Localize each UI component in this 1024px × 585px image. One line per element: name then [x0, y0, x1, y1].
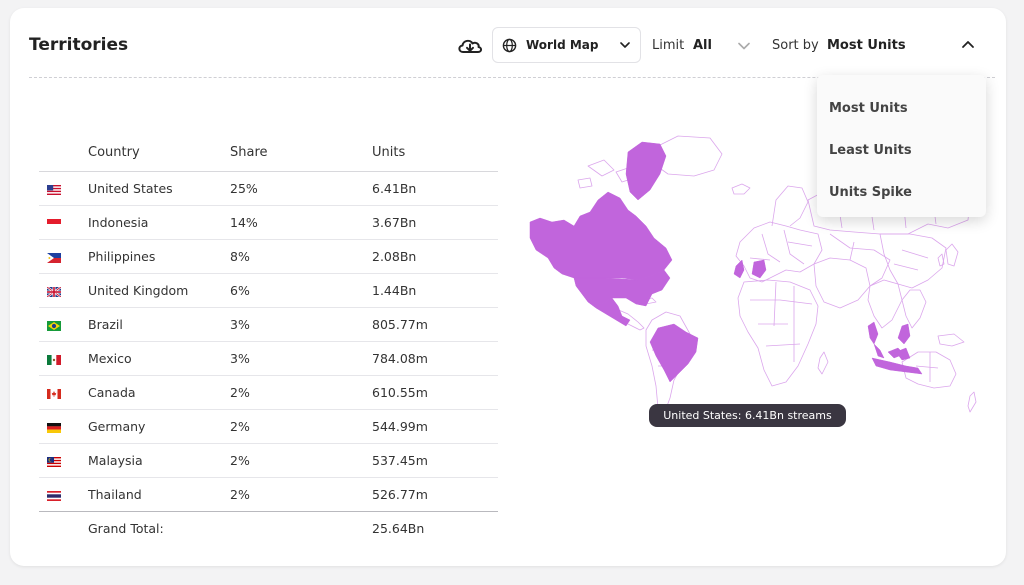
sort-option-least-units[interactable]: Least Units	[829, 143, 912, 158]
table-row: Thailand 2% 526.77m	[39, 477, 498, 512]
ph-flag-icon	[47, 252, 61, 263]
country-cell: Brazil	[87, 307, 229, 342]
id-flag-icon	[47, 218, 61, 229]
units-cell: 537.45m	[371, 443, 498, 478]
table-row: United States 25% 6.41Bn	[39, 171, 498, 206]
de-flag-icon	[47, 422, 61, 433]
table-row: Canada 2% 610.55m	[39, 375, 498, 410]
panel-title: Territories	[29, 35, 129, 55]
country-cell: Germany	[87, 409, 229, 444]
country-cell: Thailand	[87, 477, 229, 512]
view-select-label: World Map	[526, 38, 599, 52]
ca-flag-icon	[47, 388, 61, 399]
sort-select[interactable]: Most Units	[827, 38, 906, 53]
units-cell: 2.08Bn	[371, 239, 498, 274]
share-cell: 3%	[229, 341, 371, 376]
share-cell: 2%	[229, 443, 371, 478]
country-cell: United Kingdom	[87, 273, 229, 308]
units-cell: 610.55m	[371, 375, 498, 410]
units-cell: 784.08m	[371, 341, 498, 376]
share-cell: 2%	[229, 375, 371, 410]
units-column-header: Units	[371, 134, 498, 172]
territories-table: Country Share Units United States 25% 6.…	[39, 134, 498, 544]
grand-total-row: Grand Total: 25.64Bn	[39, 512, 498, 545]
gb-flag-icon	[47, 286, 61, 297]
share-cell: 6%	[229, 273, 371, 308]
us-flag-icon	[47, 184, 61, 195]
territories-card: Territories World Map Limit All Sort by …	[10, 8, 1006, 566]
table-row: Germany 2% 544.99m	[39, 409, 498, 444]
world-map-highlights	[529, 141, 923, 383]
units-cell: 805.77m	[371, 307, 498, 342]
units-cell: 3.67Bn	[371, 205, 498, 240]
world-map[interactable]	[518, 130, 978, 422]
view-select[interactable]: World Map	[492, 27, 641, 63]
table-header-row: Country Share Units	[39, 134, 498, 172]
table-row: Philippines 8% 2.08Bn	[39, 239, 498, 274]
table-row: Indonesia 14% 3.67Bn	[39, 205, 498, 240]
flag-column-header	[39, 134, 87, 172]
table-row: Mexico 3% 784.08m	[39, 341, 498, 376]
chevron-up-icon[interactable]	[961, 40, 975, 49]
share-cell: 14%	[229, 205, 371, 240]
map-greenland	[625, 141, 667, 201]
grand-total-units: 25.64Bn	[372, 520, 425, 536]
my-flag-icon	[47, 456, 61, 467]
table-row: Brazil 3% 805.77m	[39, 307, 498, 342]
share-cell: 3%	[229, 307, 371, 342]
share-cell: 8%	[229, 239, 371, 274]
map-indonesia	[871, 347, 923, 375]
limit-label: Limit	[652, 38, 685, 53]
sort-option-most-units[interactable]: Most Units	[829, 101, 908, 116]
mx-flag-icon	[47, 354, 61, 365]
sort-option-units-spike[interactable]: Units Spike	[829, 185, 912, 200]
table-row: Malaysia 2% 537.45m	[39, 443, 498, 478]
globe-icon	[502, 38, 517, 52]
map-canada	[529, 191, 673, 281]
limit-select[interactable]: All	[693, 38, 712, 53]
share-cell: 2%	[229, 477, 371, 512]
map-uk	[733, 259, 745, 279]
chevron-down-icon	[620, 42, 630, 48]
map-philippines	[897, 323, 911, 345]
country-cell: Mexico	[87, 341, 229, 376]
share-cell: 2%	[229, 409, 371, 444]
country-cell: United States	[87, 171, 229, 206]
map-tooltip: United States: 6.41Bn streams	[649, 404, 846, 427]
map-brazil	[649, 323, 699, 383]
country-cell: Philippines	[87, 239, 229, 274]
units-cell: 544.99m	[371, 409, 498, 444]
sort-dropdown-menu: Most Units Least Units Units Spike	[817, 75, 986, 217]
share-cell: 25%	[229, 171, 371, 206]
cloud-download-icon[interactable]	[456, 35, 484, 57]
grand-total-label: Grand Total:	[88, 520, 164, 536]
map-germany	[751, 259, 767, 279]
limit-chevron-down-icon[interactable]	[738, 42, 750, 50]
share-column-header: Share	[229, 134, 371, 172]
header-divider	[29, 77, 995, 78]
country-column-header: Country	[87, 134, 229, 172]
units-cell: 1.44Bn	[371, 273, 498, 308]
units-cell: 6.41Bn	[371, 171, 498, 206]
country-cell: Indonesia	[87, 205, 229, 240]
country-cell: Malaysia	[87, 443, 229, 478]
br-flag-icon	[47, 320, 61, 331]
units-cell: 526.77m	[371, 477, 498, 512]
country-cell: Canada	[87, 375, 229, 410]
table-row: United Kingdom 6% 1.44Bn	[39, 273, 498, 308]
sort-label: Sort by	[772, 38, 819, 53]
map-thailand	[867, 321, 879, 345]
map-mexico	[581, 293, 631, 327]
th-flag-icon	[47, 490, 61, 501]
